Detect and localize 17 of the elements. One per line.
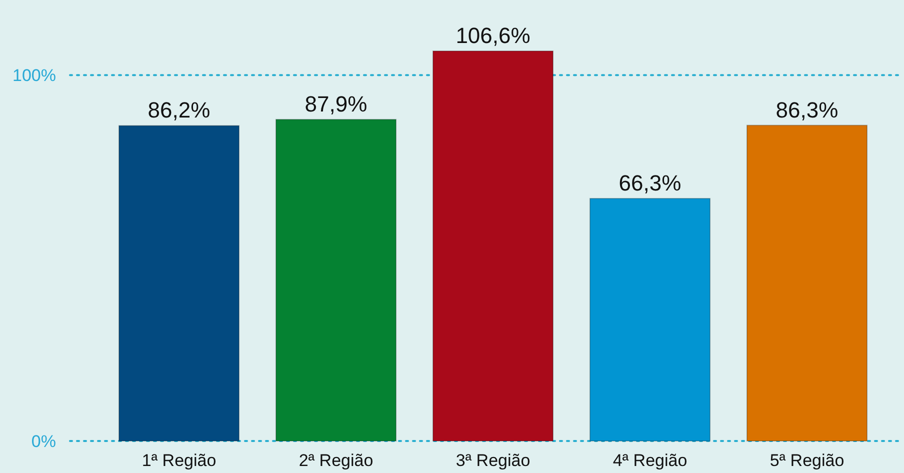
x-tick-label: 4ª Região [612,451,688,470]
y-tick-label: 0% [31,432,56,451]
data-label: 86,3% [776,97,838,122]
x-tick-label: 3ª Região [456,451,530,470]
data-label: 87,9% [304,91,368,116]
data-label: 86,2% [148,98,210,123]
x-tick-label: 1ª Região [142,451,216,470]
bar [432,50,554,442]
x-tick-label: 5ª Região [770,451,844,470]
bar [589,198,711,442]
bar [275,118,397,442]
bar [118,125,240,442]
data-label: 106,6% [456,23,530,48]
data-label: 66,3% [618,170,682,196]
y-tick-label: 100% [12,66,56,86]
x-tick-label: 2ª Região [298,451,374,470]
bar [746,124,868,442]
